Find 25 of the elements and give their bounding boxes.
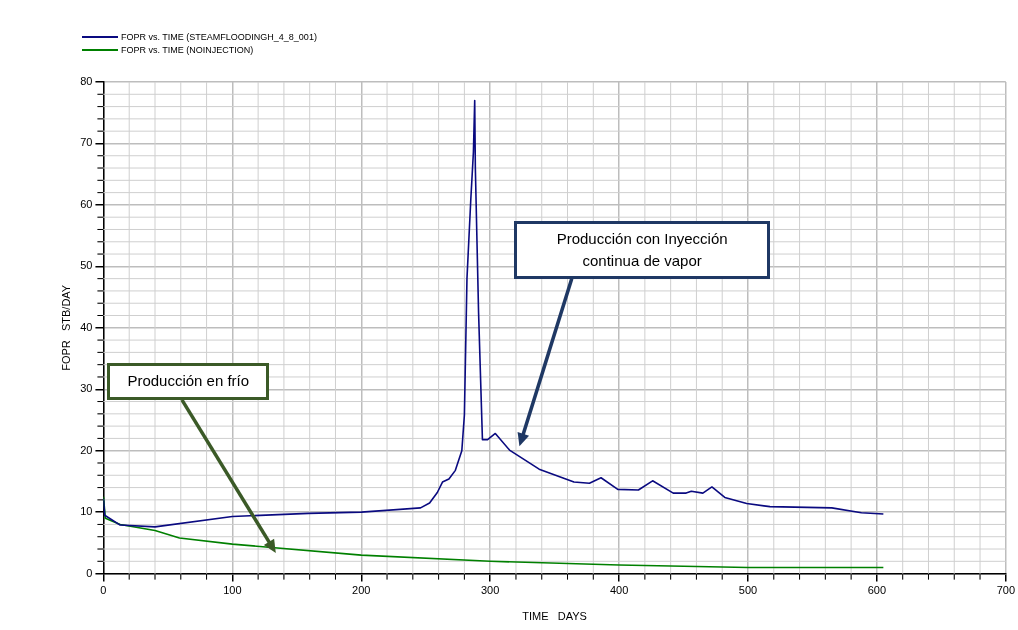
x-axis-title: TIME DAYS xyxy=(522,610,587,623)
x-tick-label: 700 xyxy=(996,584,1015,597)
annotation: Producción con Inyección continua de vapor xyxy=(555,228,729,271)
y-tick-label: 20 xyxy=(80,443,93,456)
y-tick-label: 30 xyxy=(80,382,93,395)
y-tick-label: 50 xyxy=(80,259,93,272)
y-tick-label: 10 xyxy=(80,505,93,518)
legend-label: FOPR vs. TIME (STEAMFLOODINGH_4_8_001) xyxy=(121,31,317,42)
legend-label: FOPR vs. TIME (NOINJECTION) xyxy=(121,44,254,55)
y-tick-label: 60 xyxy=(80,197,93,210)
y-axis-title: FOPR STB/DAY xyxy=(59,284,72,371)
y-tick-label: 80 xyxy=(80,75,93,88)
x-tick-label: 300 xyxy=(480,584,500,597)
x-tick-label: 500 xyxy=(738,584,758,597)
x-tick-label: 600 xyxy=(867,584,887,597)
annotation: Producción en frío xyxy=(126,371,251,392)
x-tick-label: 100 xyxy=(223,584,242,597)
y-tick-label: 40 xyxy=(80,320,93,333)
x-tick-label: 400 xyxy=(609,584,629,597)
y-tick-label: 70 xyxy=(80,136,93,149)
x-tick-label: 0 xyxy=(100,584,107,597)
y-tick-label: 0 xyxy=(86,566,93,579)
callout-box: Producción en frío xyxy=(107,362,270,400)
callout-box: Producción con Inyección continua de vapor xyxy=(514,220,771,279)
x-tick-label: 200 xyxy=(352,584,371,597)
